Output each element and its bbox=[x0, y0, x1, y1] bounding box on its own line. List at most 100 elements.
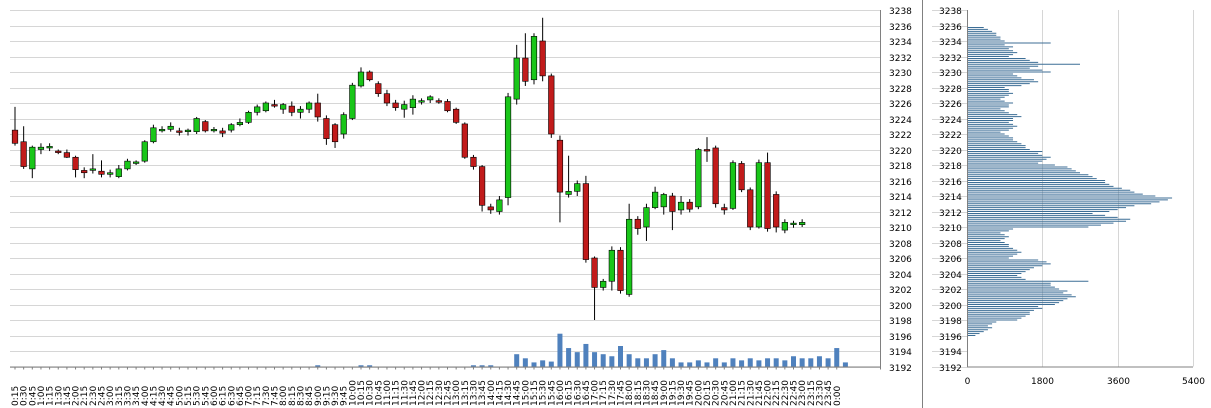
candle-body bbox=[271, 104, 278, 107]
volume-bar bbox=[739, 360, 745, 367]
time-tick-label: 0:45 bbox=[28, 386, 38, 406]
candle-body bbox=[141, 141, 148, 162]
time-tick-label: 3:45 bbox=[132, 386, 142, 406]
volume-bar bbox=[721, 362, 727, 367]
volume-bar bbox=[618, 346, 623, 367]
time-tick-label: 8:15 bbox=[288, 386, 298, 406]
candle-body bbox=[409, 98, 417, 108]
time-tick-label: 9:45 bbox=[340, 386, 350, 406]
candle-body bbox=[582, 183, 589, 260]
candle-body bbox=[401, 104, 408, 110]
candle-body bbox=[435, 100, 442, 103]
price-tick-label: 3218 bbox=[889, 162, 912, 172]
volume-profile-bars bbox=[967, 26, 1173, 336]
candle-body bbox=[89, 168, 96, 171]
candle-body bbox=[556, 139, 564, 193]
candle-body bbox=[764, 162, 771, 229]
volume-bar bbox=[669, 358, 675, 367]
candle-body bbox=[63, 152, 70, 158]
candle-body bbox=[427, 96, 434, 101]
price-tick-label: 3238 bbox=[889, 7, 912, 17]
candle-body bbox=[721, 207, 728, 211]
profile-price-tick-label: 3224 bbox=[939, 116, 962, 126]
time-tick-label: 18:00 bbox=[625, 380, 635, 406]
candle-body bbox=[124, 160, 131, 170]
profile-price-tick-label: 3230 bbox=[939, 69, 962, 79]
candle-body bbox=[11, 129, 19, 144]
candle-body bbox=[167, 125, 174, 130]
time-tick-label: 17:00 bbox=[591, 380, 601, 406]
time-tick-label: 15:45 bbox=[547, 380, 557, 406]
candle-body bbox=[799, 222, 806, 225]
time-tick-label: 14:00 bbox=[487, 380, 497, 406]
time-tick-label: 16:30 bbox=[573, 380, 583, 406]
price-tick-label: 3198 bbox=[889, 317, 912, 327]
profile-price-tick-label: 3204 bbox=[939, 271, 962, 281]
candlestick-series bbox=[11, 17, 806, 320]
candle-body bbox=[539, 40, 546, 77]
price-tick-label: 3212 bbox=[889, 209, 912, 219]
candle-body bbox=[236, 122, 244, 126]
candle-body bbox=[444, 101, 451, 112]
time-tick-label: 17:30 bbox=[608, 380, 618, 406]
candle-body bbox=[20, 141, 27, 167]
candle-body bbox=[46, 146, 53, 149]
price-tick-label: 3228 bbox=[889, 85, 912, 95]
candle-body bbox=[107, 172, 114, 175]
time-tick-label: 11:00 bbox=[383, 380, 393, 406]
volume-bar bbox=[600, 354, 606, 367]
volume-bar bbox=[479, 365, 485, 367]
profile-price-tick-label: 3208 bbox=[939, 240, 962, 250]
price-tick-label: 3234 bbox=[889, 38, 912, 48]
candle-body bbox=[228, 124, 235, 131]
time-tick-label: 16:00 bbox=[556, 380, 566, 406]
time-tick-label: 6:00 bbox=[210, 386, 220, 406]
candle-body bbox=[729, 162, 737, 209]
candle-body bbox=[55, 150, 62, 153]
candle-body bbox=[349, 84, 356, 119]
time-tick-label: 23:45 bbox=[824, 380, 834, 406]
time-tick-label: 9:30 bbox=[331, 386, 341, 406]
time-tick-label: 11:45 bbox=[409, 380, 419, 406]
candle-body bbox=[81, 170, 88, 174]
profile-volume-tick-label: 3600 bbox=[1107, 377, 1130, 387]
time-tick-label: 21:00 bbox=[729, 380, 739, 406]
price-tick-label: 3200 bbox=[889, 302, 912, 312]
price-tick-label: 3224 bbox=[889, 116, 912, 126]
price-tick-label: 3230 bbox=[889, 69, 912, 79]
candle-body bbox=[790, 222, 797, 225]
price-tick-label: 3210 bbox=[889, 224, 912, 234]
candle-body bbox=[608, 249, 615, 282]
volume-bar bbox=[652, 354, 658, 367]
main-chart-grid bbox=[10, 10, 880, 368]
profile-price-tick-label: 3196 bbox=[939, 333, 962, 343]
candle-body bbox=[305, 102, 313, 110]
candle-body bbox=[487, 206, 494, 211]
time-tick-label: 22:30 bbox=[781, 380, 791, 406]
time-tick-label: 1:00 bbox=[37, 386, 47, 406]
candle-body bbox=[660, 194, 667, 208]
volume-bar bbox=[799, 358, 805, 367]
volume-bar bbox=[635, 358, 641, 367]
price-tick-label: 3206 bbox=[889, 255, 912, 265]
time-tick-label: 13:15 bbox=[461, 380, 471, 406]
time-tick-label: 16:15 bbox=[565, 380, 575, 406]
time-tick-label: 3:30 bbox=[123, 386, 133, 406]
time-tick-label: 11:30 bbox=[400, 380, 410, 406]
volume-bar bbox=[514, 354, 520, 367]
candle-body bbox=[695, 149, 702, 208]
volume-bar bbox=[687, 362, 693, 367]
time-tick-label: 13:00 bbox=[452, 380, 462, 406]
candle-body bbox=[375, 83, 382, 94]
candle-body bbox=[669, 195, 676, 212]
profile-price-tick-label: 3202 bbox=[939, 286, 962, 296]
time-tick-label: 17:15 bbox=[599, 380, 609, 406]
candle-body bbox=[677, 201, 685, 211]
volume-bar bbox=[557, 333, 563, 367]
volume-bar bbox=[540, 360, 546, 367]
profile-price-tick-label: 3236 bbox=[939, 23, 962, 33]
profile-price-tick-label: 3226 bbox=[939, 100, 962, 110]
time-tick-label: 12:15 bbox=[426, 380, 436, 406]
volume-bar bbox=[842, 362, 848, 367]
time-tick-label: 23:15 bbox=[807, 380, 817, 406]
